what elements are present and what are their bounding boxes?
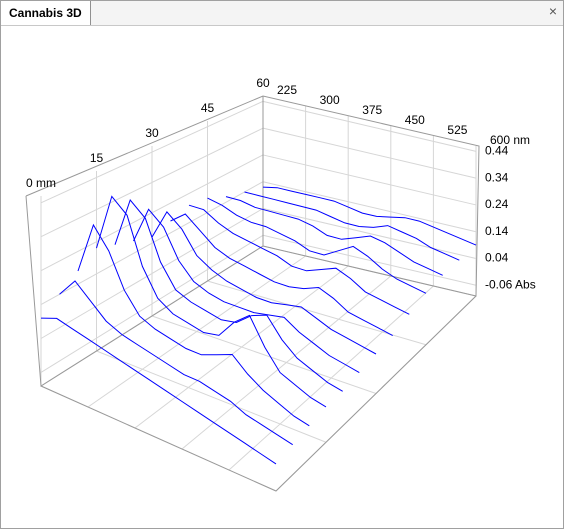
z-tick-label: -0.06 Abs — [485, 277, 536, 291]
d-tick-label: 30 — [145, 126, 159, 140]
spectrum-line — [133, 208, 360, 374]
spectrum-line — [244, 191, 460, 261]
close-button[interactable]: × — [548, 3, 557, 19]
grid-line — [40, 208, 264, 339]
grid-line — [40, 127, 264, 238]
spectrum-line — [225, 196, 443, 276]
chart: 225 300 375 450 525 600 nm 0 mm 15 30 45 60 0.44 0.3… — [25, 76, 536, 492]
spectrum-line — [207, 197, 427, 294]
grid-line — [151, 315, 377, 394]
grid-line — [262, 234, 477, 286]
grid-line — [262, 100, 477, 152]
spectrum-line — [170, 213, 393, 337]
grid-line — [40, 100, 264, 204]
floor-edge — [40, 295, 477, 492]
spectrum-line — [114, 198, 343, 392]
x-tick-label: 375 — [362, 103, 382, 117]
grid-line — [262, 154, 477, 206]
x-tick-label: 525 — [447, 123, 467, 137]
d-tick-label: 60 — [256, 76, 270, 90]
spectrum-line — [59, 280, 293, 446]
d-tick-label: 45 — [201, 101, 215, 115]
d-tick-label: 15 — [90, 151, 104, 165]
grid-line — [207, 280, 427, 346]
grid-line — [262, 127, 477, 179]
grid-line — [262, 181, 477, 233]
z-tick-label: 0.44 — [485, 144, 509, 158]
grid-line — [262, 208, 477, 259]
x-tick-label: 225 — [277, 83, 297, 97]
z-tick-label: 0.04 — [485, 251, 509, 265]
grid-line — [96, 350, 327, 443]
spectrum-line — [151, 211, 377, 355]
spectrum-line — [96, 195, 327, 408]
d-tick-label: 0 mm — [26, 176, 56, 190]
x-tick-label: 450 — [405, 113, 425, 127]
tab-bar: Cannabis 3D × — [1, 1, 563, 26]
spectrum-line — [77, 223, 310, 427]
spectrum-line — [262, 186, 477, 246]
z-tick-label: 0.24 — [485, 197, 509, 211]
spectrum-line — [40, 317, 277, 465]
tab[interactable]: Cannabis 3D — [1, 1, 91, 25]
z-tick-label: 0.14 — [485, 224, 509, 238]
spectrum-line — [188, 204, 410, 315]
z-tick-label: 0.34 — [485, 170, 509, 184]
grid-line — [40, 234, 264, 373]
x-tick-label: 600 nm — [490, 133, 530, 147]
x-tick-label: 300 — [320, 93, 340, 107]
